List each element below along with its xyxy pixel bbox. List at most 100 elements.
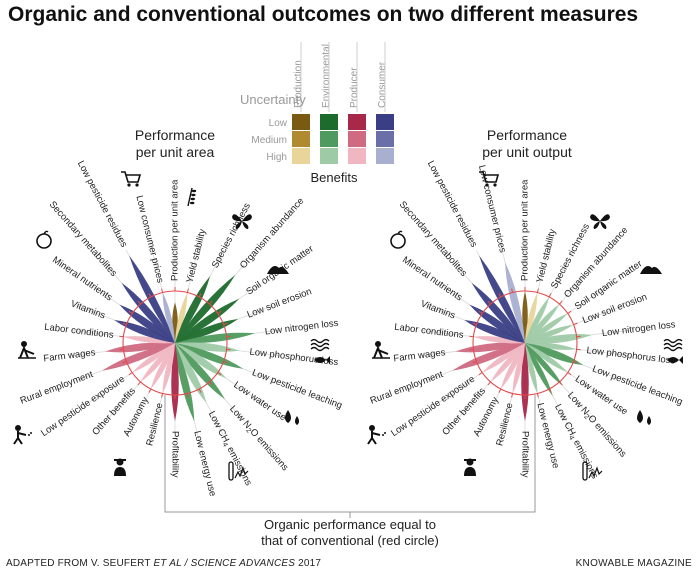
- reference-tick: [217, 310, 222, 314]
- label-subscript: 4: [221, 442, 229, 449]
- butterfly-shape: [232, 214, 252, 229]
- label-part: Low CH: [206, 409, 232, 444]
- petal-low-ch4-emissions: [175, 343, 207, 403]
- legend-swatch-consumer-1: [376, 131, 394, 147]
- panel-title-area: Performance per unit area: [110, 127, 240, 161]
- reference-tick: [122, 322, 127, 326]
- label-labor-conditions: Labor conditions: [44, 322, 115, 341]
- reference-tick: [478, 372, 483, 376]
- drop-large: [285, 410, 291, 423]
- climate-icon: [582, 461, 603, 481]
- label-farm-wages: Farm wages: [43, 347, 96, 364]
- farm-worker-icon: [372, 341, 390, 359]
- label-subscript: 2: [244, 427, 252, 435]
- caption-line2: that of conventional (red circle): [261, 533, 439, 548]
- cart-icon: [479, 171, 500, 187]
- petal-profitability: [171, 343, 179, 421]
- apple-body: [390, 233, 406, 249]
- pesticide-spray-icon: [367, 425, 386, 445]
- label-low-nitrogen-loss: Low nitrogen loss: [601, 319, 676, 339]
- petal-low-soil-erosion: [525, 324, 574, 343]
- reference-tick: [487, 381, 491, 386]
- apple-icon: [36, 230, 52, 249]
- label-production-per-unit-area: Production per unit area: [170, 179, 181, 281]
- reference-tick: [573, 360, 578, 364]
- label-part: O emissions: [248, 426, 291, 473]
- legend-swatch-consumer-2: [376, 148, 394, 164]
- water-waves: [310, 338, 330, 352]
- spray-dot: [28, 434, 30, 436]
- legend-swatch-production-2: [292, 148, 310, 164]
- reference-tick: [559, 300, 563, 305]
- label-subscript: 4: [567, 435, 575, 442]
- petal-low-n2o-emissions: [175, 343, 225, 400]
- farmer-icon: [464, 458, 476, 476]
- pesticide-spray-icon: [13, 425, 32, 445]
- farm-worker-icon: [18, 341, 36, 359]
- water-icon: [310, 338, 330, 352]
- drop-small: [295, 416, 299, 425]
- label-yield-stability: Yield stability: [184, 228, 208, 284]
- reference-tick: [119, 335, 124, 338]
- reference-tick: [148, 388, 152, 393]
- reference-tick: [576, 348, 581, 351]
- legend-swatch-producer-2: [348, 148, 366, 164]
- label-farm-wages: Farm wages: [393, 347, 446, 364]
- butterfly-icon: [590, 214, 610, 229]
- spray-body: [367, 431, 381, 445]
- legend-swatch-environmental-0: [320, 114, 338, 130]
- petal-autonomy: [150, 343, 175, 389]
- radial-chart-output: Production per unit area Yield stabilityS…: [369, 159, 684, 481]
- label-profitability: Profitability: [519, 431, 530, 478]
- label-labor-conditions: Labor conditions: [394, 322, 465, 341]
- panel-title-area-line2: per unit area: [135, 144, 215, 160]
- thermometer: [228, 461, 234, 481]
- reference-tick: [548, 388, 552, 393]
- reference-tick: [198, 388, 202, 393]
- reference-tick: [498, 293, 502, 298]
- reference-tick: [536, 393, 539, 398]
- petal-low-water-use: [525, 343, 568, 373]
- petal-yield-stability: [525, 292, 538, 343]
- reference-tick: [559, 381, 563, 386]
- climate-graph: [588, 466, 603, 479]
- cart-wheel: [127, 183, 131, 187]
- soil-mound: [640, 266, 662, 274]
- petal-other-benefits: [140, 343, 175, 382]
- reference-tick: [511, 393, 514, 398]
- panel-title-output: Performance per unit output: [462, 127, 592, 161]
- petal-low-n2o-emissions: [525, 343, 563, 386]
- petal-other-benefits: [490, 343, 525, 382]
- label-low-nitrogen-loss: Low nitrogen loss: [264, 318, 339, 338]
- reference-tick: [469, 348, 474, 351]
- reference-tick: [472, 360, 477, 364]
- label-vitamins: Vitamins: [419, 298, 457, 321]
- reference-tick: [119, 348, 124, 351]
- label-low-energy-use: Low energy use: [191, 430, 218, 498]
- reference-tick: [511, 288, 514, 293]
- legend-swatch-production-0: [292, 114, 310, 130]
- petal-secondary-metabolites: [121, 282, 175, 343]
- wheat-stalk: [187, 187, 193, 207]
- reference-tick: [487, 300, 491, 305]
- reference-tick: [148, 293, 152, 298]
- butterfly-shape: [590, 214, 610, 229]
- legend-swatch-producer-1: [348, 131, 366, 147]
- cart-icon: [121, 171, 142, 187]
- water-icon: [663, 338, 683, 352]
- petal-labor-conditions: [473, 336, 525, 344]
- thermometer: [582, 461, 588, 481]
- reference-tick: [472, 322, 477, 326]
- label-profitability: Profitability: [169, 431, 180, 478]
- cart-shape: [121, 171, 142, 183]
- petal-low-pesticide-residues: [129, 255, 175, 343]
- label-low-consumer-prices: Low consumer prices: [476, 164, 508, 254]
- soil-icon: [640, 266, 662, 274]
- equal-bracket: [164, 395, 536, 513]
- reference-tick: [226, 348, 231, 351]
- petal-low-nitrogen-loss: [525, 333, 593, 344]
- source-italic: ET AL / SCIENCE ADVANCES: [153, 558, 296, 569]
- apple-stem: [43, 230, 49, 235]
- petal-resilience: [162, 343, 175, 394]
- petal-low-pesticide-exposure: [482, 343, 525, 373]
